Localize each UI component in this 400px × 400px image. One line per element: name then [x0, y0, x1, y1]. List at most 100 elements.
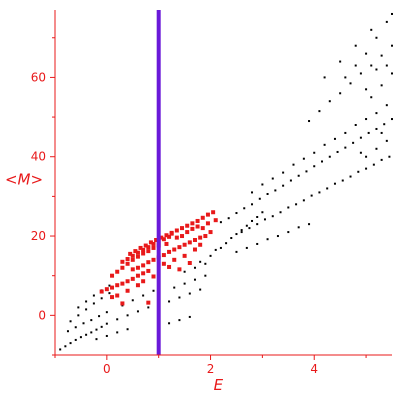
highlight-point	[146, 245, 151, 250]
data-point	[82, 322, 85, 325]
data-point	[258, 197, 261, 200]
y-tick-label: 0	[38, 308, 46, 322]
highlight-point	[154, 238, 159, 242]
data-point	[245, 246, 248, 249]
data-point	[380, 54, 383, 57]
data-point	[271, 177, 274, 180]
data-point	[391, 72, 393, 75]
data-point	[336, 150, 339, 153]
data-point	[92, 294, 95, 297]
data-point	[147, 306, 150, 309]
data-point	[90, 319, 93, 322]
highlight-point	[125, 261, 130, 266]
highlight-point	[198, 242, 203, 247]
data-point	[136, 310, 139, 313]
data-point	[263, 218, 266, 221]
data-point	[131, 299, 134, 302]
highlight-point	[180, 234, 185, 239]
data-point	[383, 123, 386, 126]
data-point	[344, 131, 347, 134]
data-point	[289, 179, 292, 182]
highlight-point	[115, 269, 120, 274]
x-tick-label: 2	[207, 362, 215, 376]
data-point	[240, 229, 243, 232]
highlight-point	[138, 245, 143, 250]
data-point	[108, 284, 111, 287]
data-point	[251, 219, 254, 222]
data-point	[295, 203, 298, 206]
highlight-point	[180, 226, 185, 231]
y-tick-label: 20	[31, 229, 46, 243]
highlight-point	[110, 295, 115, 300]
data-point	[105, 311, 108, 314]
data-point	[77, 314, 80, 317]
highlight-point	[128, 251, 133, 256]
data-point	[142, 294, 145, 297]
highlight-point	[133, 249, 138, 254]
highlight-point	[213, 218, 218, 223]
data-point	[385, 139, 388, 142]
data-point	[108, 292, 111, 295]
highlight-point	[187, 240, 192, 245]
data-point	[248, 227, 251, 230]
highlight-point	[141, 263, 146, 268]
highlight-point	[161, 237, 166, 242]
highlight-point	[205, 212, 210, 217]
data-point	[183, 282, 186, 285]
highlight-point	[161, 253, 166, 258]
data-point	[85, 333, 88, 336]
data-point	[188, 315, 191, 318]
highlight-point	[110, 285, 115, 290]
highlight-point	[211, 210, 216, 215]
data-point	[349, 175, 352, 178]
data-point	[308, 223, 311, 226]
data-point	[126, 314, 129, 317]
data-point	[385, 20, 388, 23]
highlight-point	[141, 271, 146, 276]
highlight-point	[120, 265, 125, 270]
vertical-marker-line	[156, 10, 161, 355]
data-point	[74, 338, 77, 341]
data-point	[308, 120, 311, 123]
highlight-point	[130, 253, 135, 258]
x-axis-label: E	[214, 376, 224, 394]
highlight-point	[195, 218, 200, 223]
data-point	[359, 151, 362, 154]
data-point	[365, 88, 368, 91]
data-point	[276, 235, 279, 238]
data-point	[313, 151, 316, 154]
data-point	[183, 270, 186, 273]
x-tick-label: 4	[310, 362, 318, 376]
highlight-point	[164, 241, 169, 246]
highlight-point	[177, 245, 182, 250]
data-point	[354, 64, 357, 67]
data-point	[209, 254, 212, 257]
data-point	[359, 136, 362, 139]
data-point	[321, 160, 324, 163]
data-point	[105, 334, 108, 337]
data-point	[367, 131, 370, 134]
data-point	[256, 242, 259, 245]
highlight-point	[169, 231, 174, 236]
highlight-point	[151, 257, 156, 262]
data-point	[380, 131, 383, 134]
data-point	[126, 328, 129, 331]
data-point	[92, 302, 95, 305]
highlight-point	[203, 234, 208, 239]
data-point	[341, 179, 344, 182]
highlight-point	[146, 268, 151, 273]
data-point	[292, 163, 295, 166]
highlight-point	[192, 247, 197, 252]
data-point	[235, 212, 238, 215]
highlight-point	[195, 224, 200, 229]
highlight-point	[125, 288, 130, 293]
highlight-point	[151, 245, 156, 250]
data-point	[193, 278, 196, 281]
data-point	[95, 328, 98, 331]
data-point	[66, 330, 69, 333]
data-point	[365, 52, 368, 55]
data-point	[323, 143, 326, 146]
data-point	[188, 292, 191, 295]
data-point	[391, 44, 393, 47]
highlight-point	[115, 293, 120, 298]
